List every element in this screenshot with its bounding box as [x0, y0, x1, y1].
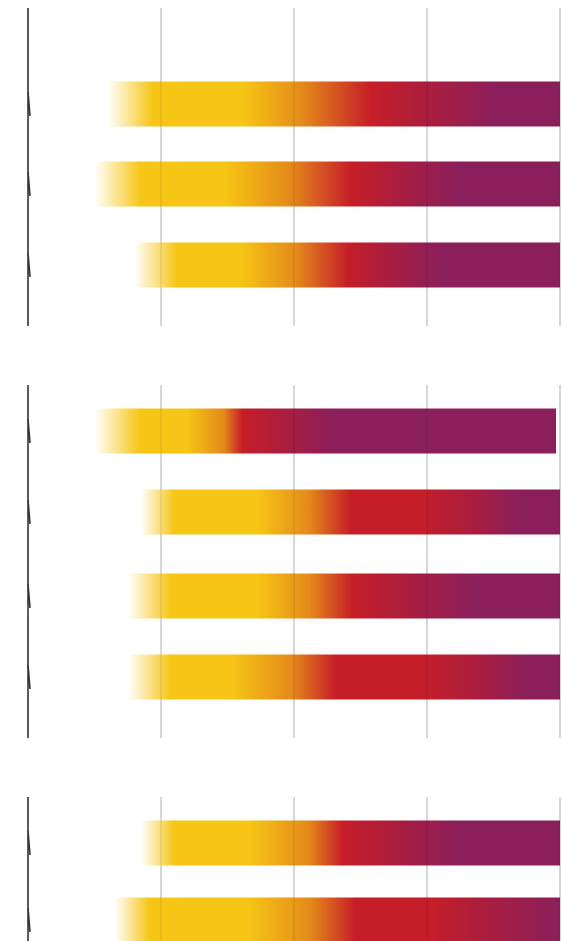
bar-panel3-row2 [114, 897, 560, 941]
y-tick-mark [27, 907, 31, 933]
bar-panel1-row3 [134, 242, 560, 288]
y-tick-mark [27, 499, 31, 525]
panel-2 [27, 385, 561, 738]
y-tick-mark [27, 91, 31, 117]
y-tick-mark [27, 171, 31, 197]
panel-1 [27, 8, 561, 326]
y-tick-mark [27, 583, 31, 609]
bar-panel2-row2 [141, 489, 561, 535]
bar-panel1-row1 [107, 81, 561, 127]
bar-panel2-row1 [94, 408, 557, 454]
y-tick-mark [27, 664, 31, 690]
bar-panel2-row3 [127, 573, 560, 619]
y-tick-mark [27, 418, 31, 444]
bar-panel2-row4 [127, 654, 560, 700]
panel-3 [27, 797, 561, 941]
bar-panel3-row1 [141, 820, 561, 866]
y-tick-mark [27, 830, 31, 856]
bar-panel1-row2 [94, 161, 560, 207]
y-tick-mark [27, 252, 31, 278]
